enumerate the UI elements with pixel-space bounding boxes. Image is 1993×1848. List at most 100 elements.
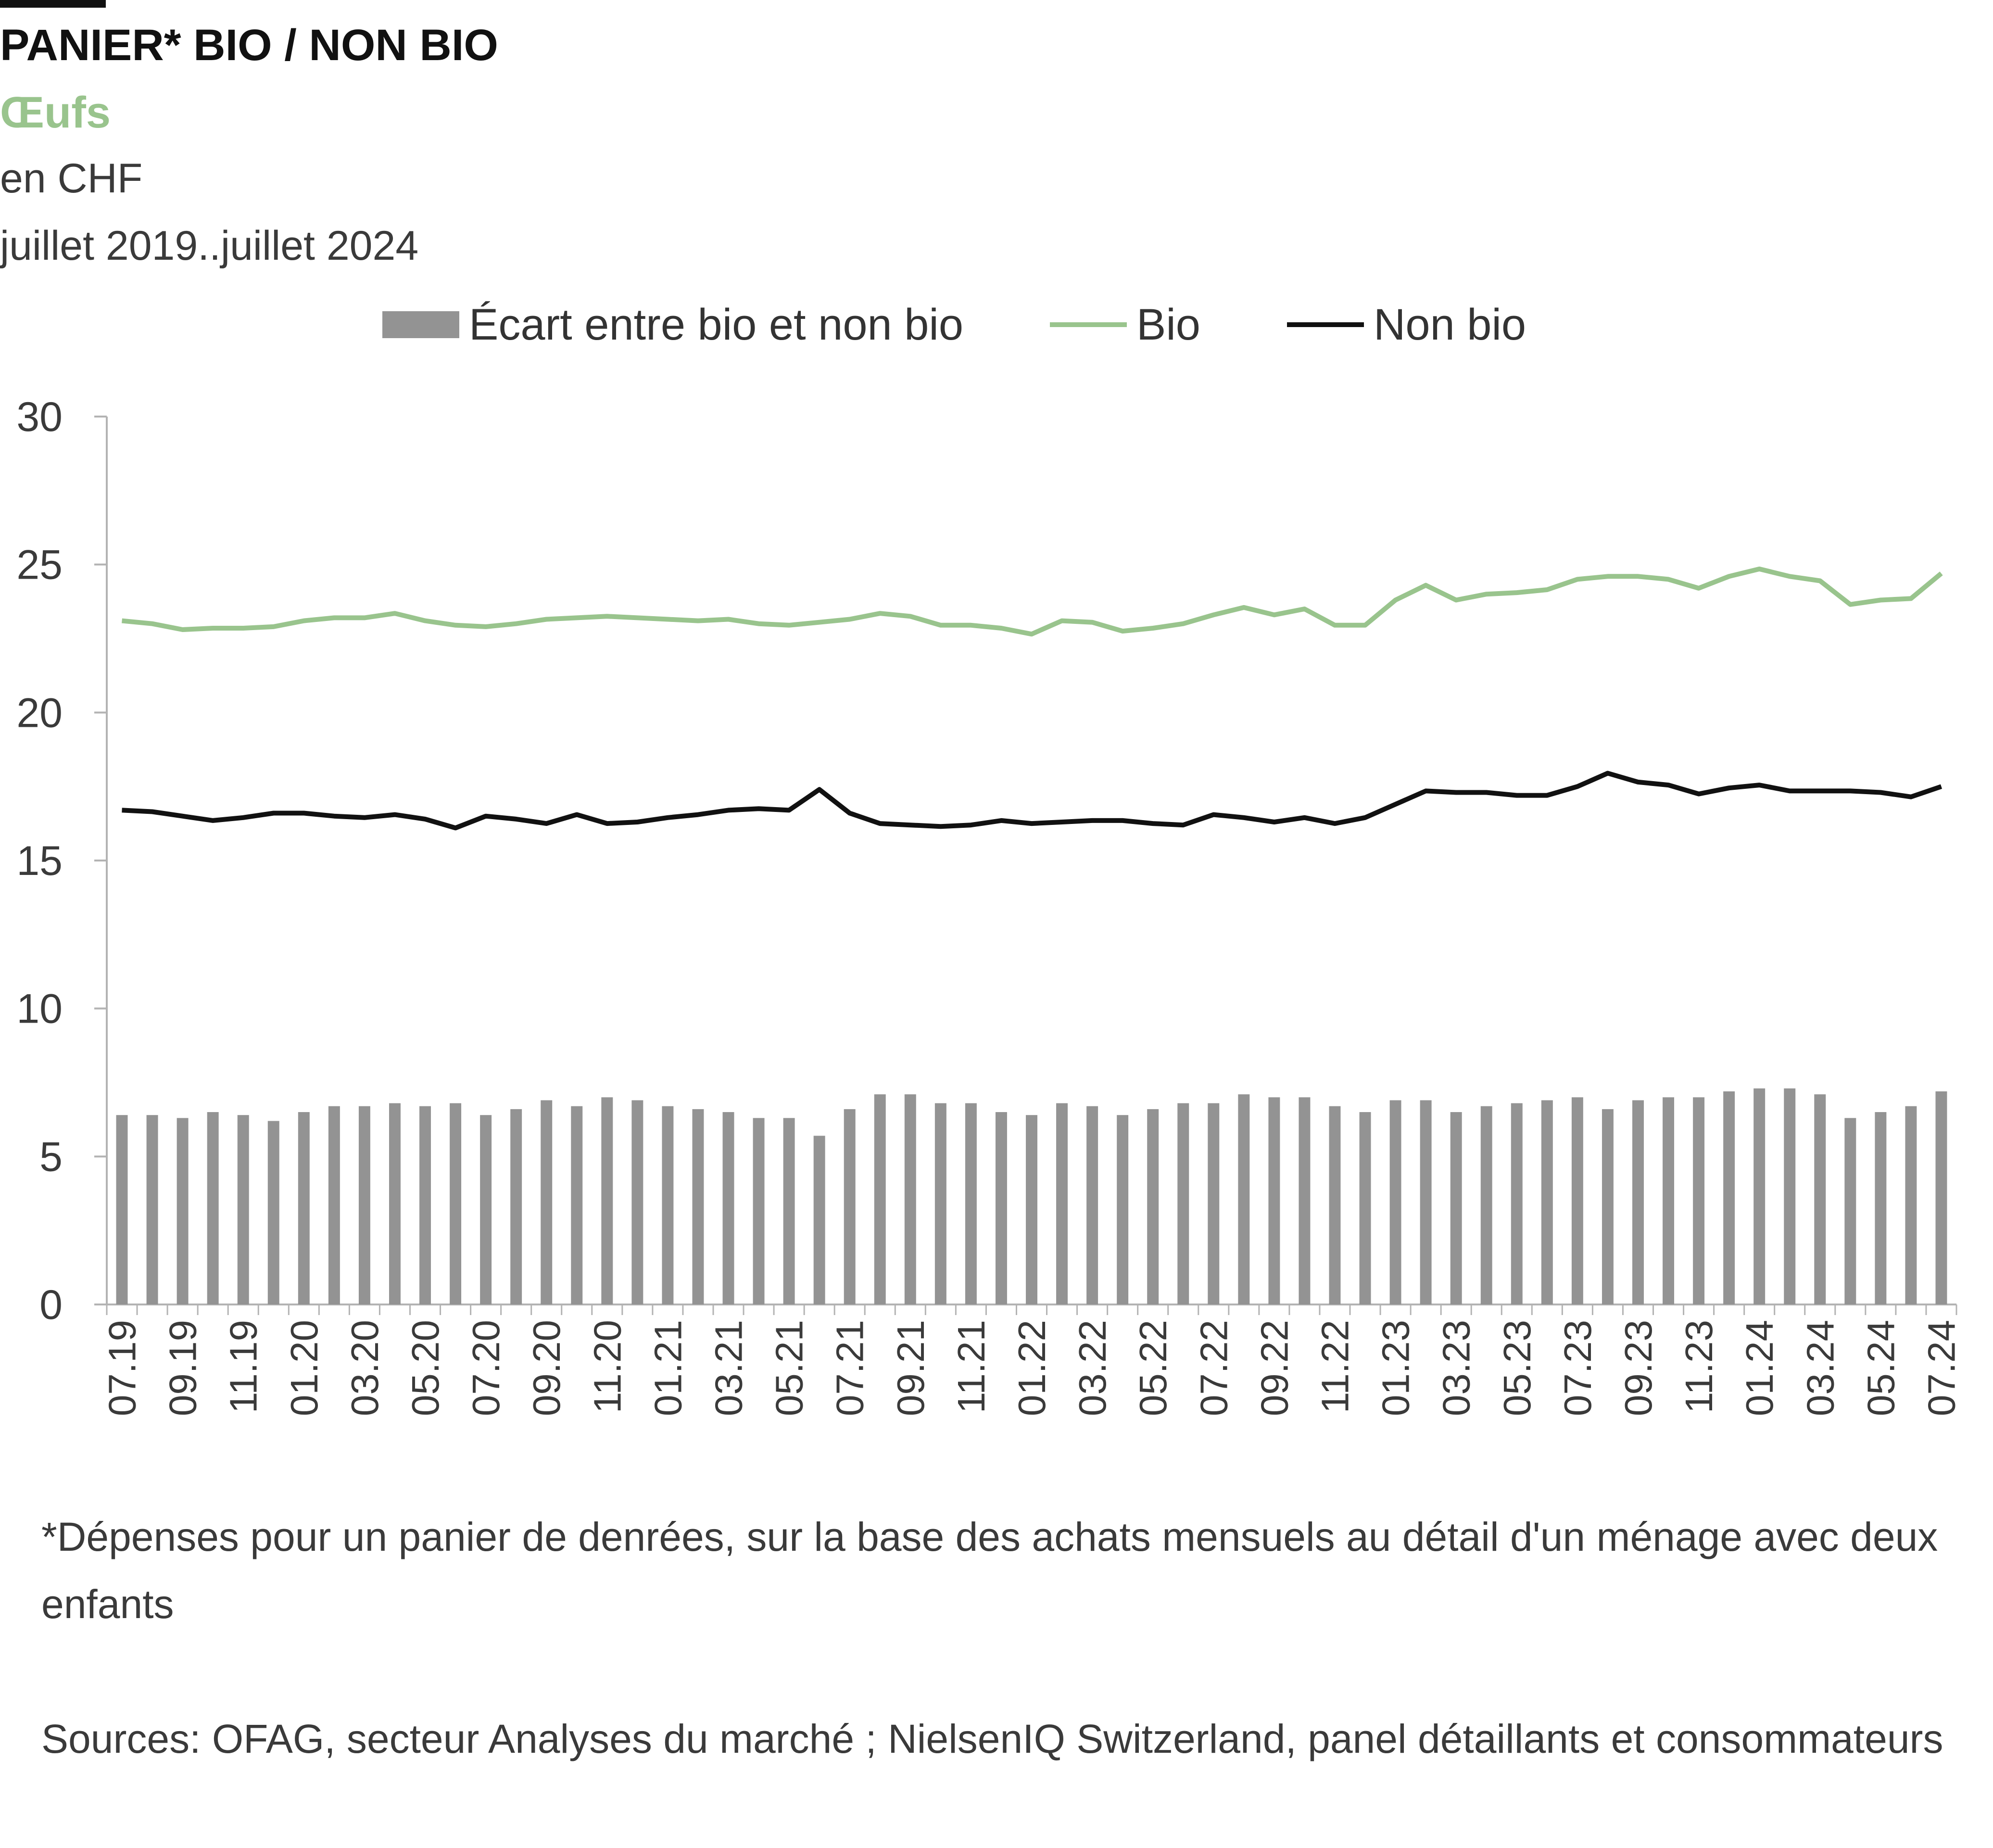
x-tick-label: 09.20 [525,1320,568,1416]
x-tick-label: 05.23 [1496,1320,1539,1416]
gap-bar [965,1103,977,1304]
gap-bar [904,1094,916,1304]
x-tick-label: 03.21 [707,1320,750,1416]
gap-bar [692,1109,704,1304]
gap-bar [1632,1100,1644,1304]
x-tick-label: 05.21 [768,1320,811,1416]
x-tick-label: 01.23 [1375,1320,1417,1416]
x-tick-label: 09.21 [889,1320,932,1416]
gap-bar [783,1118,795,1304]
gap-bar [207,1112,219,1304]
x-tick-label: 09.23 [1617,1320,1660,1416]
gap-bar [480,1115,492,1304]
gap-bar [1450,1112,1462,1304]
legend-swatch-gap [382,311,459,338]
gap-bar [1511,1103,1523,1304]
unit-label: en CHF [0,155,143,202]
legend-item-nonbio: Non bio [1287,300,1526,350]
period-label: juillet 2019..juillet 2024 [0,223,419,269]
top-rule [0,0,106,8]
gap-bar [1784,1088,1796,1304]
y-tick-label: 15 [16,838,63,884]
x-tick-label: 11.21 [950,1320,993,1413]
gap-bar [1268,1097,1280,1304]
legend-item-gap: Écart entre bio et non bio [382,300,963,350]
gap-bar [1420,1100,1432,1304]
gap-bar [1147,1109,1159,1304]
y-tick-label: 5 [39,1134,63,1180]
legend-swatch-nonbio [1287,322,1364,327]
y-tick-label: 25 [16,542,63,588]
gap-bar [571,1106,583,1304]
x-tick-label: 07.21 [829,1320,871,1416]
sources-note: Sources: OFAG, secteur Analyses du march… [41,1716,1943,1761]
x-tick-label: 11.23 [1678,1320,1720,1413]
gap-bar [1571,1097,1583,1304]
gap-bar [631,1100,643,1304]
gap-bar [1086,1106,1098,1304]
gap-bar [1389,1100,1401,1304]
chart-title: PANIER* BIO / NON BIO [0,21,498,70]
x-tick-label: 03.22 [1071,1320,1114,1416]
gap-bar [298,1112,310,1304]
x-tick-label: 05.20 [404,1320,447,1416]
gap-bar [1299,1097,1311,1304]
gap-bar [1208,1103,1220,1304]
x-tick-label: 07.22 [1192,1320,1235,1416]
gap-bar [389,1103,401,1304]
gap-bar [1844,1118,1856,1304]
gap-bar [1238,1094,1250,1304]
gap-bar [1359,1112,1371,1304]
gap-bar [1117,1115,1129,1304]
x-tick-label: 09.22 [1253,1320,1296,1416]
x-tick-label: 11.19 [222,1320,265,1413]
gap-bar [419,1106,431,1304]
gap-bar [541,1100,553,1304]
gap-bar [358,1106,370,1304]
gap-bar [177,1118,189,1304]
x-tick-label: 07.19 [101,1320,144,1416]
gap-bar [1875,1112,1887,1304]
gap-bar [662,1106,674,1304]
legend: Écart entre bio et non bio Bio Non bio [382,289,1613,361]
x-tick-label: 09.19 [162,1320,204,1416]
gap-bar [874,1094,886,1304]
x-tick-label: 01.20 [283,1320,326,1416]
gap-bar [1602,1109,1614,1304]
legend-label-gap: Écart entre bio et non bio [469,300,963,349]
x-tick-label: 03.23 [1435,1320,1478,1416]
x-tick-label: 03.24 [1799,1320,1842,1416]
gap-bar [813,1136,825,1304]
y-tick-label: 0 [39,1282,63,1328]
x-tick-label: 05.24 [1859,1320,1902,1416]
x-tick-label: 11.22 [1313,1320,1356,1413]
x-tick-label: 11.20 [586,1320,629,1413]
gap-bar [1753,1088,1766,1304]
x-tick-label: 07.24 [1920,1320,1963,1416]
gap-bar [146,1115,158,1304]
gap-bar [450,1103,462,1304]
x-tick-label: 01.21 [646,1320,689,1416]
x-tick-label: 01.24 [1738,1320,1781,1416]
gap-bar [753,1118,765,1304]
legend-label-nonbio: Non bio [1373,300,1526,349]
gap-bar [1723,1091,1735,1304]
legend-item-bio: Bio [1050,300,1200,350]
y-tick-label: 20 [16,690,63,736]
x-tick-label: 01.22 [1010,1320,1053,1416]
y-tick-label: 30 [16,394,63,440]
gap-bar [1663,1097,1675,1304]
gap-bar [995,1112,1007,1304]
gap-bar [1905,1106,1917,1304]
gap-bar [116,1115,128,1304]
y-tick-label: 10 [16,986,63,1032]
gap-bar [844,1109,856,1304]
gap-bar [601,1097,613,1304]
x-tick-label: 07.20 [465,1320,507,1416]
gap-bar [1329,1106,1341,1304]
bio-series-line [122,566,1943,637]
nonbio-series-line [122,771,1943,831]
gap-bar [1177,1103,1189,1304]
gap-bar [267,1121,279,1304]
gap-bar [237,1115,249,1304]
